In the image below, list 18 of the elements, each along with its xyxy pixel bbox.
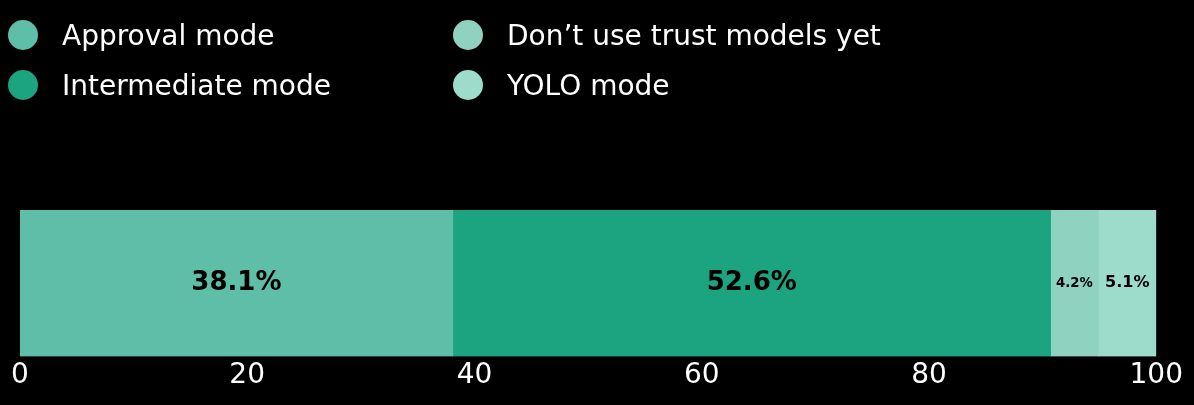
x-tick-label: 60	[683, 357, 720, 391]
legend-label: Intermediate mode	[62, 68, 331, 102]
text: 38.1%	[191, 265, 282, 296]
text: 52.6%	[706, 265, 797, 296]
bar	[1050, 210, 1099, 357]
text: 5.1%	[1105, 272, 1150, 292]
x-tick-label: 0	[10, 357, 29, 391]
legend-label: Don’t use trust models yet	[507, 18, 881, 52]
legend-label: YOLO mode	[507, 68, 670, 102]
x-tick-label: 40	[456, 357, 493, 391]
bar	[452, 210, 1051, 357]
bar	[19, 210, 454, 357]
x-tick-label: 20	[229, 357, 265, 391]
text: 4.2%	[1056, 274, 1093, 290]
x-tick-label: 80	[911, 357, 947, 391]
x-tick-label: 100	[1129, 357, 1183, 391]
legend-label: Approval mode	[62, 18, 275, 52]
bar	[1097, 210, 1157, 357]
